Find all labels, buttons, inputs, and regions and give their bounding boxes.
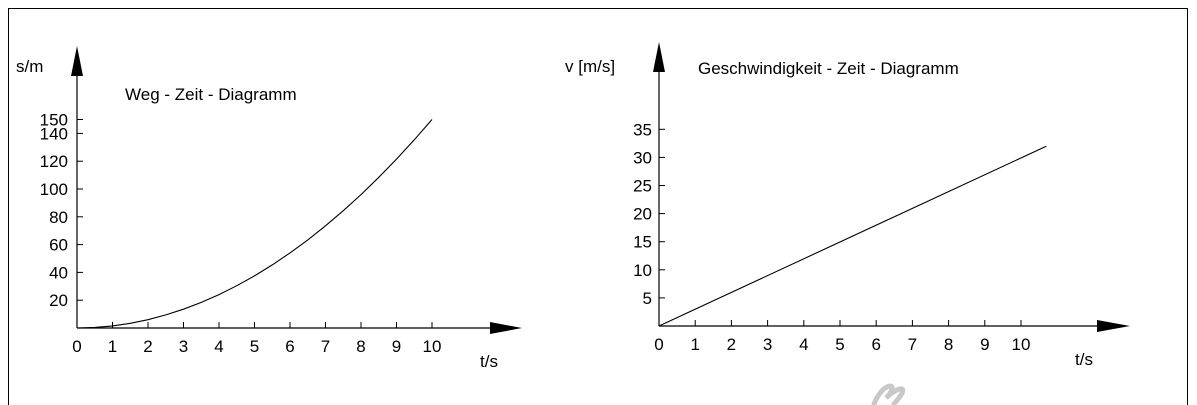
y-axis-label: s/m — [16, 57, 43, 76]
y-tick-label: 120 — [40, 152, 68, 171]
x-axis-label: t/s — [1075, 350, 1093, 369]
x-tick-label: 8 — [356, 337, 365, 356]
x-tick-label: 7 — [908, 335, 917, 354]
chart-title: Geschwindigkeit - Zeit - Diagramm — [698, 59, 959, 78]
x-tick-label: 4 — [214, 337, 223, 356]
x-tick-label: 10 — [423, 337, 442, 356]
x-tick-label: 0 — [72, 337, 81, 356]
y-tick-label: 20 — [49, 291, 68, 310]
y-tick-label: 20 — [633, 205, 652, 224]
x-tick-label: 9 — [392, 337, 401, 356]
x-tick-label: 2 — [143, 337, 152, 356]
y-tick-label: 100 — [40, 180, 68, 199]
series-line — [658, 145, 1047, 327]
x-tick-label: 3 — [179, 337, 188, 356]
y-axis-arrow-icon — [71, 46, 83, 76]
x-tick-label: 7 — [321, 337, 330, 356]
x-tick-label: 6 — [871, 335, 880, 354]
x-axis-arrow-icon — [490, 322, 522, 334]
y-tick-label: 150 — [40, 111, 68, 130]
y-tick-label: 25 — [633, 177, 652, 196]
x-axis-label: t/s — [480, 352, 498, 371]
x-tick-label: 1 — [690, 335, 699, 354]
y-tick-label: 35 — [633, 120, 652, 139]
frame-top-border — [8, 8, 1188, 9]
series-line — [76, 119, 433, 329]
x-tick-label: 0 — [654, 335, 663, 354]
frame-left-border — [8, 8, 9, 405]
y-tick-label: 5 — [643, 289, 652, 308]
x-tick-label: 1 — [108, 337, 117, 356]
x-axis-arrow-icon — [1097, 320, 1130, 332]
x-tick-label: 4 — [799, 335, 808, 354]
x-tick-label: 3 — [763, 335, 772, 354]
x-tick-label: 5 — [835, 335, 844, 354]
x-tick-label: 8 — [944, 335, 953, 354]
pen-stroke-icon — [871, 383, 906, 405]
x-tick-label: 5 — [250, 337, 259, 356]
x-tick-label: 9 — [980, 335, 989, 354]
y-tick-label: 40 — [49, 263, 68, 282]
y-tick-label: 30 — [633, 148, 652, 167]
y-tick-label: 15 — [633, 233, 652, 252]
x-tick-label: 6 — [285, 337, 294, 356]
y-tick-label: 10 — [633, 261, 652, 280]
x-tick-label: 10 — [1012, 335, 1031, 354]
chart-title: Weg - Zeit - Diagramm — [125, 85, 297, 104]
y-axis-label: v [m/s] — [565, 57, 615, 76]
y-axis-arrow-icon — [653, 42, 665, 72]
y-tick-label: 80 — [49, 208, 68, 227]
frame-right-border — [1187, 8, 1188, 405]
x-tick-label: 2 — [727, 335, 736, 354]
y-tick-label: 140 — [40, 124, 68, 143]
y-tick-label: 60 — [49, 236, 68, 255]
